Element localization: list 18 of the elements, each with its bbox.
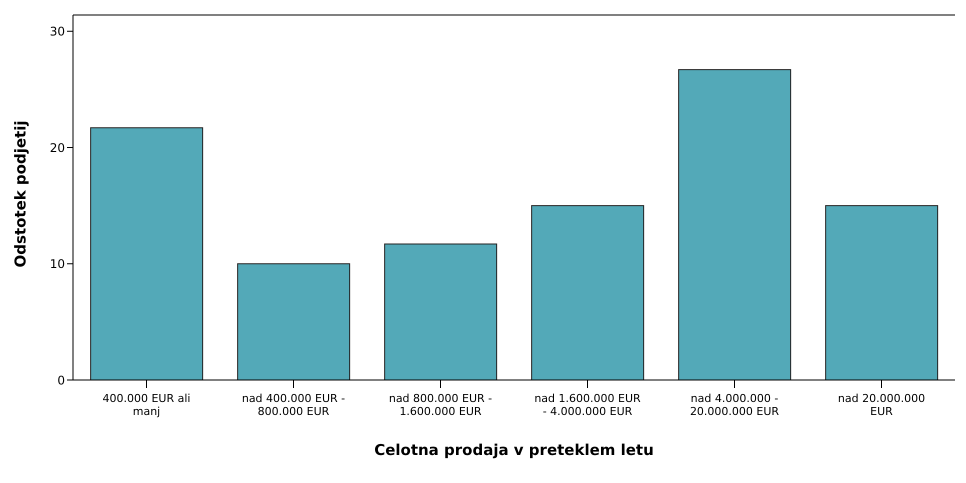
y-tick-label: 10 <box>50 257 65 272</box>
x-tick-label: nad 4.000.000 - 20.000.000 EUR <box>690 392 780 418</box>
bar <box>90 127 204 380</box>
x-tick-label: nad 20.000.000 EUR <box>838 392 926 418</box>
x-tick-label: nad 1.600.000 EUR - 4.000.000 EUR <box>534 392 642 418</box>
y-tick-label: 30 <box>50 24 65 39</box>
bar <box>237 263 350 380</box>
x-tick-label: nad 800.000 EUR - 1.600.000 EUR <box>388 392 492 418</box>
bar <box>825 205 938 380</box>
bar <box>384 243 498 380</box>
y-tick-label: 20 <box>50 140 65 155</box>
x-tick-label: nad 400.000 EUR - 800.000 EUR <box>242 392 346 418</box>
x-axis-title: Celotna prodaja v preteklem letu <box>374 441 654 459</box>
bar <box>678 69 792 380</box>
x-tick-label: 400.000 EUR ali manj <box>102 392 190 418</box>
bar <box>531 205 644 380</box>
y-tick-label: 0 <box>57 373 65 388</box>
y-axis-title: Odstotek podjetij <box>11 120 30 268</box>
